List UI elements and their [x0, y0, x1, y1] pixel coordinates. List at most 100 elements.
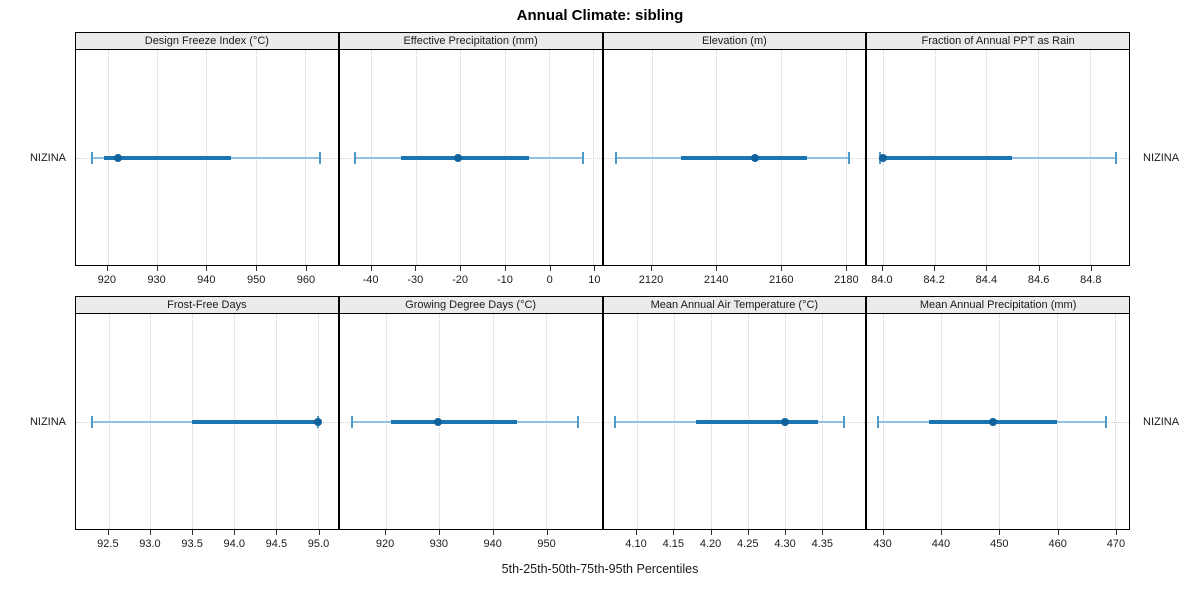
axis-tick-label: 950: [246, 274, 266, 286]
panel-1-3: Mean Annual Precipitation (mm) 430 440 450 4…: [866, 296, 1130, 557]
panel-x-axis: 2120 2140 2160 2180: [603, 266, 867, 293]
axis-tick: [156, 266, 158, 271]
axis-tick-label: 84.6: [1027, 274, 1050, 286]
box-25th-75th: [680, 155, 807, 160]
axis-tick: [1038, 266, 1040, 271]
panel-plot-area: [75, 50, 339, 266]
panel-strip-label: Mean Annual Air Temperature (°C): [602, 296, 867, 314]
panel-plot-area: [602, 314, 867, 530]
axis-tick: [636, 530, 638, 535]
panel-strip-label: Frost-Free Days: [75, 296, 339, 314]
box-25th-75th: [390, 419, 517, 424]
axis-tick: [106, 266, 108, 271]
axis-tick-label: 93.0: [139, 538, 161, 550]
axis-tick: [438, 530, 440, 535]
axis-tick-label: -30: [407, 274, 424, 286]
axis-tick-label: 84.8: [1080, 274, 1102, 286]
axis-tick: [385, 530, 387, 535]
median-dot: [780, 417, 789, 426]
axis-tick: [710, 530, 712, 535]
axis-tick: [276, 530, 278, 535]
axis-tick: [460, 266, 462, 271]
median-dot: [113, 153, 122, 162]
axis-tick: [318, 530, 320, 535]
whisker-cap-95th: [318, 151, 321, 164]
panel-0-1: Effective Precipitation (mm) -40 -30 -20 -10…: [338, 32, 603, 293]
panel-x-axis: 92.5 93.0 93.5 94.0 94.5 95.0: [75, 530, 339, 557]
axis-tick-label: -20: [452, 274, 469, 286]
axis-tick-label: 95.0: [307, 538, 330, 550]
axis-tick-label: 470: [1106, 538, 1126, 550]
axis-tick: [370, 266, 372, 271]
axis-tick-label: 920: [97, 274, 117, 286]
axis-tick-label: 430: [873, 538, 892, 550]
axis-tick-label: 4.20: [699, 538, 722, 550]
panel-row-bottom: Frost-Free Days 92.5 93.0 93.5 94.0 94.5 95.0 G…: [75, 296, 1130, 557]
panel-1-2: Mean Annual Air Temperature (°C) 4.10 4.15…: [602, 296, 867, 557]
panel-strip-label: Design Freeze Index (°C): [75, 32, 339, 50]
axis-tick-label: 930: [429, 538, 449, 550]
axis-tick: [716, 266, 718, 271]
panel-0-2: Elevation (m) 2120 2140 2160 2180: [602, 32, 867, 293]
axis-tick-label: 4.35: [811, 538, 833, 550]
box-25th-75th: [400, 155, 530, 160]
panel-0-0: Design Freeze Index (°C) 920 930 940 950 960: [75, 32, 339, 293]
panel-strip-label: Growing Degree Days (°C): [338, 296, 603, 314]
median-dot: [989, 417, 998, 426]
panel-strip-label: Elevation (m): [602, 32, 867, 50]
axis-tick-label: 2120: [638, 274, 664, 286]
axis-tick-label: 960: [296, 274, 316, 286]
whisker-cap-95th: [847, 151, 850, 164]
panel-strip-label: Effective Precipitation (mm): [338, 32, 603, 50]
panel-strip-label: Mean Annual Precipitation (mm): [866, 296, 1130, 314]
whisker-cap-95th: [576, 415, 579, 428]
axis-tick: [256, 266, 258, 271]
panel-0-3: Fraction of Annual PPT as Rain 84.0 84.2 84…: [866, 32, 1130, 293]
axis-tick: [846, 266, 848, 271]
panel-strip-label: Fraction of Annual PPT as Rain: [866, 32, 1130, 50]
axis-tick: [747, 530, 749, 535]
axis-tick-label: 460: [1048, 538, 1067, 550]
axis-tick: [504, 266, 506, 271]
panel-1-0: Frost-Free Days 92.5 93.0 93.5 94.0 94.5 95.0: [75, 296, 339, 557]
whisker-cap-95th: [1115, 151, 1118, 164]
axis-tick: [999, 530, 1001, 535]
median-dot: [313, 417, 322, 426]
axis-tick: [594, 266, 596, 271]
panel-plot-area: [75, 314, 339, 530]
whisker-cap-5th: [354, 151, 357, 164]
axis-tick-label: 84.0: [871, 274, 893, 286]
axis-tick-label: 4.25: [737, 538, 759, 550]
axis-tick: [192, 530, 194, 535]
median-dot: [878, 153, 887, 162]
axis-tick: [415, 266, 417, 271]
axis-tick-label: 94.0: [223, 538, 245, 550]
axis-tick: [206, 266, 208, 271]
axis-tick: [149, 530, 151, 535]
axis-tick-label: 93.5: [181, 538, 203, 550]
axis-tick: [881, 266, 883, 271]
axis-tick: [1115, 530, 1117, 535]
axis-tick: [934, 266, 936, 271]
site-label-left-bottom: NIZINA: [29, 416, 66, 428]
axis-tick-label: 84.2: [923, 274, 945, 286]
axis-tick-label: 940: [197, 274, 216, 286]
panel-plot-area: [338, 314, 603, 530]
panel-row-top: Design Freeze Index (°C) 920 930 940 950 960 E…: [75, 32, 1130, 293]
axis-tick: [107, 530, 109, 535]
axis-tick: [546, 530, 548, 535]
panel-x-axis: 920 930 940 950: [339, 530, 603, 557]
axis-tick: [785, 530, 787, 535]
axis-tick: [940, 530, 942, 535]
axis-tick-label: 94.5: [265, 538, 288, 550]
box-25th-75th: [192, 419, 318, 424]
panel-plot-area: [602, 50, 867, 266]
whisker-cap-95th: [842, 415, 845, 428]
box-25th-75th: [882, 155, 1013, 160]
axis-tick: [305, 266, 307, 271]
axis-tick-label: 930: [147, 274, 166, 286]
whisker-cap-5th: [877, 415, 880, 428]
axis-tick-label: 84.4: [975, 274, 998, 286]
axis-tick-label: 920: [375, 538, 395, 550]
